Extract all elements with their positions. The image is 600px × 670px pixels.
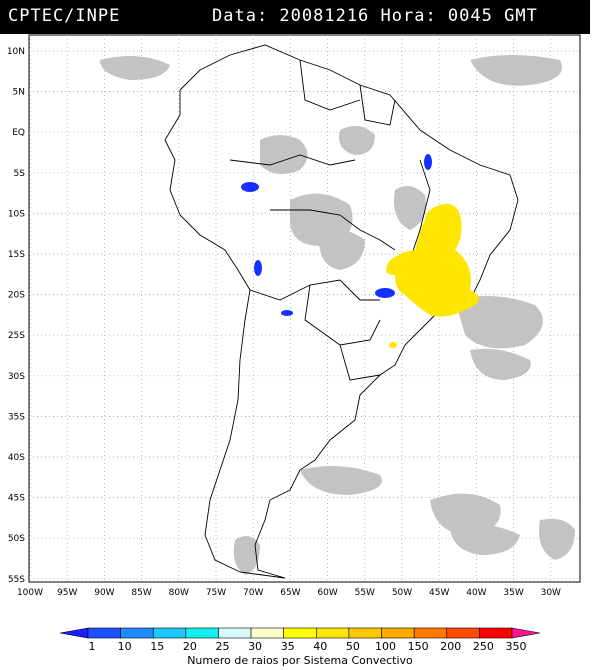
legend-arrow-low — [59, 627, 89, 639]
cloud-patch — [470, 348, 531, 380]
lat-label: 10N — [7, 47, 25, 57]
lon-label: 55W — [355, 588, 375, 598]
organization-label: CPTEC/INPE — [8, 6, 121, 26]
legend-swatch — [218, 627, 252, 639]
legend-swatch — [446, 627, 480, 639]
cloud-patch — [394, 186, 426, 230]
lightning-cluster — [389, 342, 397, 348]
lat-label: 5S — [14, 169, 26, 179]
lon-label: 40W — [466, 588, 486, 598]
country-border — [299, 59, 361, 111]
legend-arrow-high — [511, 627, 541, 639]
legend-tick-label: 200 — [440, 640, 461, 650]
legend-swatch — [87, 627, 121, 639]
lightning-cluster — [281, 310, 293, 316]
legend-swatch — [185, 627, 219, 639]
cloud-cover — [100, 55, 575, 575]
lat-label: 15S — [8, 250, 25, 260]
country-border — [359, 84, 396, 126]
lightning-cluster — [424, 154, 432, 170]
lon-label: 30W — [541, 588, 561, 598]
longitude-labels: 100W 95W 90W 85W 80W 75W 70W 65W 60W 55W 50W 45W 40W… — [17, 588, 561, 598]
legend-tick-label: 30 — [248, 640, 262, 650]
lightning-clusters-low — [241, 154, 432, 316]
lightning-cluster — [375, 288, 395, 298]
cloud-patch — [260, 135, 308, 174]
cloud-patch — [233, 536, 260, 575]
legend-swatch — [479, 627, 513, 639]
south-america-outline — [164, 44, 519, 579]
lon-label: 90W — [94, 588, 114, 598]
cloud-patch — [470, 55, 562, 86]
lightning-cluster — [254, 260, 262, 276]
legend-swatch — [413, 627, 448, 639]
legend-colorbar: 1 10 15 20 25 30 35 40 50 100 150 200 250 350 — [59, 627, 541, 650]
legend-tick-label: 350 — [506, 640, 527, 650]
lat-label: 5N — [13, 88, 25, 98]
lon-label: 85W — [131, 588, 151, 598]
lat-label: 10S — [8, 209, 25, 219]
legend-tick-label: 40 — [313, 640, 327, 650]
cloud-patch — [100, 56, 170, 80]
lat-label: 50S — [8, 534, 25, 544]
legend-tick-labels: 1 10 15 20 25 30 35 40 50 100 150 200 250 350 — [89, 640, 527, 650]
cloud-patch — [339, 126, 375, 155]
lon-label: 45W — [429, 588, 449, 598]
legend-swatch — [152, 627, 187, 639]
country-border — [249, 279, 380, 301]
legend-tick-label: 250 — [473, 640, 494, 650]
lon-label: 100W — [17, 588, 43, 598]
legend-tick-label: 25 — [215, 640, 229, 650]
legend-swatch — [381, 627, 415, 639]
legend-tick-label: 35 — [281, 640, 295, 650]
lat-label: 20S — [8, 291, 25, 301]
country-border — [229, 154, 356, 166]
lon-label: 50W — [392, 588, 412, 598]
legend-swatch — [283, 627, 317, 639]
lightning-cluster — [241, 182, 259, 192]
lon-label: 60W — [317, 588, 337, 598]
date-time-label: Data: 20081216 Hora: 0045 GMT — [212, 6, 538, 26]
lat-label: 45S — [8, 494, 25, 504]
header-bar: CPTEC/INPE Data: 20081216 Hora: 0045 GMT — [0, 0, 590, 34]
lon-label: 75W — [206, 588, 226, 598]
lat-label: 55S — [8, 575, 25, 585]
legend-swatch — [348, 627, 382, 639]
cloud-patch — [300, 466, 382, 495]
legend-swatch — [316, 627, 350, 639]
legend-tick-label: 15 — [150, 640, 164, 650]
lon-label: 95W — [57, 588, 77, 598]
lat-label: 25S — [8, 331, 25, 341]
legend-swatch — [250, 627, 284, 639]
lon-label: 35W — [503, 588, 523, 598]
country-border — [339, 344, 381, 381]
cloud-patch — [539, 518, 575, 560]
country-border — [270, 209, 396, 251]
lon-label: 80W — [169, 588, 189, 598]
legend-tick-label: 100 — [375, 640, 396, 650]
legend-title: Numero de raios por Sistema Convectivo — [187, 654, 413, 667]
legend-tick-label: 20 — [183, 640, 197, 650]
map-panel: 10N5NEQ5S10S15S20S25S30S35S40S45S50S55S … — [7, 34, 581, 598]
cloud-patch — [450, 523, 520, 555]
cloud-patch — [319, 228, 365, 270]
lon-label: 65W — [280, 588, 300, 598]
legend-tick-label: 1 — [89, 640, 96, 650]
lon-label: 70W — [243, 588, 263, 598]
lat-label: 40S — [8, 453, 25, 463]
lightning-clusters-high — [386, 203, 479, 348]
lightning-cluster — [386, 203, 479, 317]
legend-tick-label: 10 — [118, 640, 132, 650]
lat-label: 35S — [8, 412, 25, 422]
lat-label: 30S — [8, 372, 25, 382]
legend-tick-label: 50 — [346, 640, 360, 650]
legend-bar — [59, 627, 541, 639]
legend-swatch — [120, 627, 154, 639]
lat-label: EQ — [12, 128, 25, 138]
cloud-patch — [455, 296, 543, 349]
latitude-labels: 10N 5N EQ 5S 10S 15S 20S 25S 30S 35S 40S 45S 50S 55S — [7, 47, 25, 585]
legend-tick-label: 150 — [408, 640, 429, 650]
